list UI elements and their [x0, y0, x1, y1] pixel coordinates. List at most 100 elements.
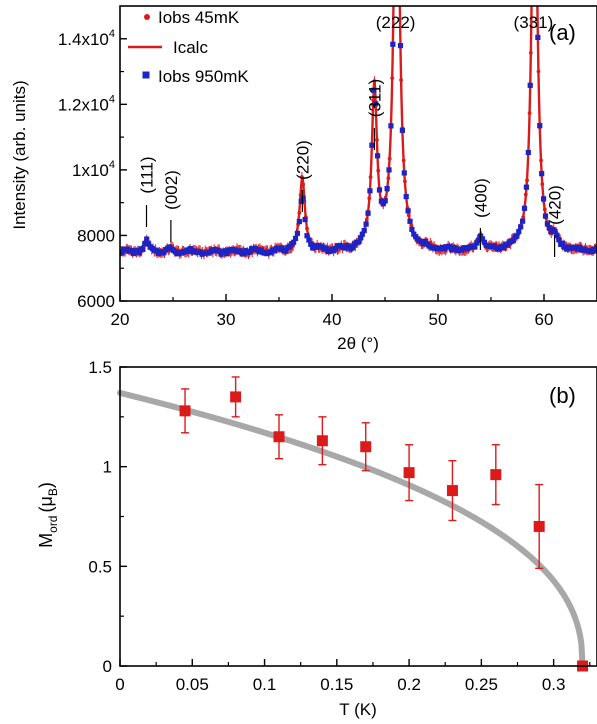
reflection-label: (400) [471, 178, 490, 218]
point-iobs-950mk [308, 241, 314, 247]
x-tick-label: 0.15 [320, 675, 353, 694]
point-iobs-950mk [537, 122, 543, 129]
point-iobs-950mk [355, 239, 362, 245]
point-iobs-950mk [540, 196, 547, 202]
point-iobs-950mk [136, 250, 142, 256]
y-title-paren-open: (μ [36, 496, 56, 512]
panel-a-plot-area [120, 2, 597, 260]
point-iobs-950mk [481, 239, 488, 245]
point-iobs-950mk [411, 231, 417, 237]
data-point [179, 405, 191, 417]
point-iobs-45mk [376, 168, 381, 173]
data-point [533, 520, 545, 532]
point-iobs-950mk [544, 221, 550, 227]
point-iobs-950mk [539, 171, 545, 177]
point-iobs-45mk [364, 217, 369, 222]
point-iobs-950mk [516, 229, 522, 235]
point-iobs-950mk [128, 247, 135, 254]
y-tick-label: 1 [103, 458, 112, 477]
point-iobs-950mk [153, 247, 159, 253]
point-iobs-950mk [510, 238, 516, 244]
point-iobs-45mk [392, 2, 396, 6]
legend-label-iobs-950mk: Iobs 950mK [158, 67, 249, 86]
point-iobs-45mk [375, 138, 379, 142]
point-iobs-950mk [296, 218, 302, 225]
point-iobs-45mk [367, 196, 372, 201]
point-iobs-950mk [521, 205, 528, 211]
x-tick-label: 60 [535, 310, 554, 329]
point-iobs-950mk [300, 195, 306, 201]
point-iobs-950mk [525, 149, 531, 156]
point-iobs-950mk [323, 245, 329, 251]
point-iobs-950mk [552, 228, 558, 235]
point-iobs-950mk [518, 224, 524, 230]
point-iobs-950mk [405, 208, 411, 214]
point-iobs-45mk [521, 215, 526, 220]
panel-a-y-axis-title: Intensity (arb. units) [10, 80, 29, 229]
point-iobs-950mk [479, 236, 486, 242]
point-iobs-950mk [577, 244, 583, 250]
point-iobs-950mk [542, 213, 549, 219]
point-iobs-45mk [536, 69, 541, 74]
y-tick-label: 1.4x104 [58, 28, 115, 49]
point-iobs-45mk [299, 175, 304, 179]
y-tick-exponent: 4 [109, 159, 115, 171]
reflection-label: (220) [293, 140, 312, 180]
fit-curve [117, 389, 586, 669]
x-tick-label: 0.25 [465, 675, 498, 694]
point-iobs-950mk [268, 249, 274, 256]
x-tick-label: 40 [323, 310, 342, 329]
y-tick-label: 1.5 [88, 358, 112, 377]
y-title-sub: ord [46, 516, 60, 533]
legend-marker-iobs-45mk [144, 14, 150, 20]
point-iobs-950mk [500, 245, 507, 251]
point-iobs-950mk [224, 251, 230, 257]
point-iobs-950mk [523, 184, 530, 190]
x-tick-label: 0.2 [397, 675, 421, 694]
point-iobs-45mk [301, 182, 306, 187]
point-iobs-950mk [399, 127, 405, 133]
point-iobs-950mk [527, 82, 533, 88]
point-iobs-45mk [523, 192, 528, 197]
panel-b-y-axis-title: Mord (μB) [36, 482, 60, 548]
point-iobs-45mk [305, 226, 309, 231]
point-iobs-950mk [241, 251, 247, 257]
point-iobs-950mk [294, 230, 301, 236]
point-iobs-950mk [359, 231, 365, 237]
point-iobs-950mk [237, 248, 243, 254]
point-iobs-45mk [525, 178, 529, 183]
point-iobs-950mk [363, 221, 369, 227]
point-iobs-950mk [376, 187, 383, 193]
x-tick-label: 0 [115, 675, 124, 694]
reflection-label: (111) [138, 156, 157, 193]
point-iobs-950mk [222, 248, 228, 254]
point-iobs-950mk [298, 198, 304, 204]
data-point [230, 391, 242, 403]
point-iobs-950mk [142, 241, 148, 247]
point-iobs-950mk [554, 232, 560, 238]
panel-a-reflection-labels: (111) (002) (220) (311) (222) (400) (331) (420) [138, 13, 565, 257]
point-iobs-950mk [560, 240, 566, 246]
point-iobs-45mk [387, 156, 392, 161]
panel-b-x-axis: 0 0.05 0.1 0.15 0.2 0.25 0.3 [115, 659, 591, 694]
point-iobs-950mk [397, 43, 404, 49]
point-iobs-950mk [390, 41, 396, 47]
y-tick-exponent: 4 [109, 28, 115, 40]
point-iobs-950mk [474, 240, 480, 246]
point-iobs-45mk [399, 78, 404, 82]
panel-a-frame [119, 5, 597, 302]
data-point [403, 467, 415, 479]
point-iobs-950mk [388, 123, 394, 129]
point-iobs-950mk [546, 224, 552, 231]
panel-b-label: (b) [549, 383, 576, 408]
point-iobs-950mk [384, 185, 390, 192]
point-iobs-950mk [369, 142, 375, 148]
point-iobs-950mk [361, 227, 367, 234]
point-iobs-45mk [401, 158, 406, 163]
point-iobs-950mk [447, 243, 453, 250]
y-tick-label: 1x104 [72, 159, 115, 180]
point-iobs-950mk [407, 218, 413, 224]
point-iobs-950mk [304, 233, 310, 239]
